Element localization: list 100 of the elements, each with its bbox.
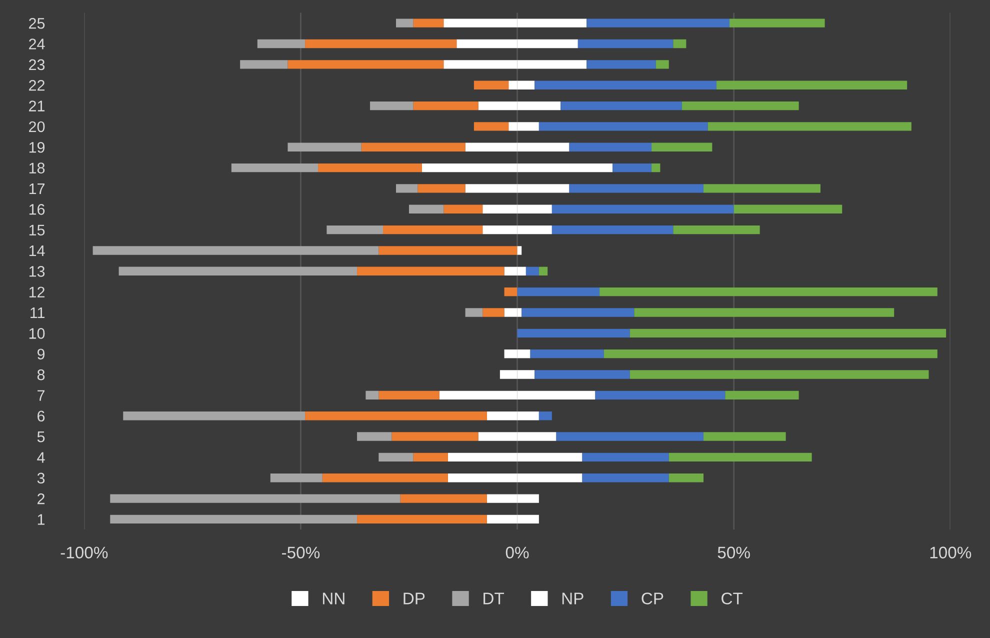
- legend-label: DT: [484, 592, 504, 604]
- bar: [538, 122, 708, 131]
- bar: [378, 452, 414, 462]
- legend-label: CP: [642, 592, 664, 604]
- bar: [582, 452, 669, 462]
- y-tick-label: 23: [29, 59, 45, 70]
- bar: [123, 412, 306, 420]
- bar: [504, 308, 518, 317]
- bar: [400, 494, 487, 503]
- y-tick-label: 18: [29, 162, 45, 174]
- y-tick-label: 16: [29, 204, 45, 215]
- bar: [578, 39, 674, 48]
- legend-label: NP: [562, 592, 584, 604]
- bar: [526, 266, 539, 276]
- bar: [704, 432, 786, 441]
- legend-label: NN: [322, 592, 344, 604]
- y-tick-label: 17: [29, 183, 44, 194]
- y-tick-label: 3: [37, 472, 45, 484]
- bar: [538, 266, 548, 276]
- bar: [413, 452, 448, 462]
- bar: [630, 370, 929, 379]
- bar: [552, 225, 674, 234]
- bar: [92, 246, 379, 255]
- bar: [465, 308, 483, 317]
- bar: [530, 349, 604, 358]
- bar: [582, 474, 669, 482]
- bar: [595, 390, 726, 400]
- bar: [240, 60, 288, 69]
- bar: [257, 39, 306, 48]
- bar: [444, 204, 483, 214]
- bar: [378, 390, 440, 400]
- bar: [517, 328, 630, 338]
- y-tick-label: 24: [29, 38, 45, 50]
- bar: [600, 287, 938, 296]
- x-tick-label: -50%: [282, 546, 320, 558]
- bar: [730, 18, 825, 28]
- bar: [569, 142, 652, 152]
- bar: [630, 328, 946, 338]
- bar: [396, 184, 418, 193]
- y-tick-label: 21: [29, 100, 45, 112]
- bar: [569, 184, 704, 193]
- y-tick-label: 1: [38, 514, 45, 525]
- legend-label: DP: [404, 592, 425, 604]
- bar: [517, 246, 522, 255]
- bar: [517, 287, 600, 296]
- bar: [482, 308, 504, 317]
- bar: [586, 18, 730, 28]
- bar: [231, 163, 318, 172]
- y-tick-label: 12: [29, 286, 44, 298]
- bar: [673, 39, 686, 48]
- bar: [408, 204, 444, 214]
- y-tick-label: 11: [30, 308, 45, 318]
- bar: [652, 142, 712, 152]
- bar: [361, 142, 466, 152]
- bar: [504, 287, 518, 296]
- bar: [118, 266, 358, 276]
- bar: [305, 39, 457, 48]
- y-tick-label: 7: [38, 390, 44, 401]
- y-tick-label: 8: [37, 369, 45, 380]
- legend-label: CT: [722, 592, 743, 604]
- bar: [413, 18, 444, 28]
- y-tick-label: 6: [38, 410, 45, 422]
- x-tick-label: 100%: [930, 546, 972, 558]
- y-tick-label: 22: [29, 80, 44, 91]
- bar: [288, 142, 362, 152]
- bar: [366, 390, 379, 400]
- y-tick-label: 2: [38, 493, 44, 504]
- y-tick-label: 5: [37, 432, 45, 442]
- bar: [110, 494, 400, 503]
- bar: [357, 432, 392, 441]
- bar: [586, 60, 656, 69]
- y-tick-label: 19: [29, 142, 45, 153]
- bar: [716, 80, 908, 90]
- bar: [474, 122, 509, 131]
- bar: [634, 308, 894, 317]
- bar: [270, 474, 322, 482]
- bar: [396, 18, 414, 28]
- bar: [474, 80, 509, 90]
- bar: [392, 432, 478, 441]
- bar: [708, 122, 912, 131]
- x-tick-label: 50%: [718, 546, 750, 558]
- y-tick-label: 20: [29, 121, 45, 132]
- bar: [522, 308, 634, 317]
- bar: [538, 412, 552, 420]
- y-tick-label: 15: [29, 224, 45, 236]
- y-tick-label: 10: [29, 328, 45, 339]
- bar: [370, 101, 414, 110]
- bar: [604, 349, 938, 358]
- bar: [357, 514, 487, 524]
- bar: [556, 432, 704, 441]
- bar: [725, 390, 799, 400]
- bar: [418, 184, 466, 193]
- bar: [110, 514, 358, 524]
- bar: [378, 246, 518, 255]
- bar: [656, 60, 669, 69]
- bar: [318, 163, 422, 172]
- y-tick-label: 25: [29, 18, 45, 29]
- bar: [357, 266, 504, 276]
- x-tick-label: 0%: [506, 546, 529, 558]
- bar: [612, 163, 652, 172]
